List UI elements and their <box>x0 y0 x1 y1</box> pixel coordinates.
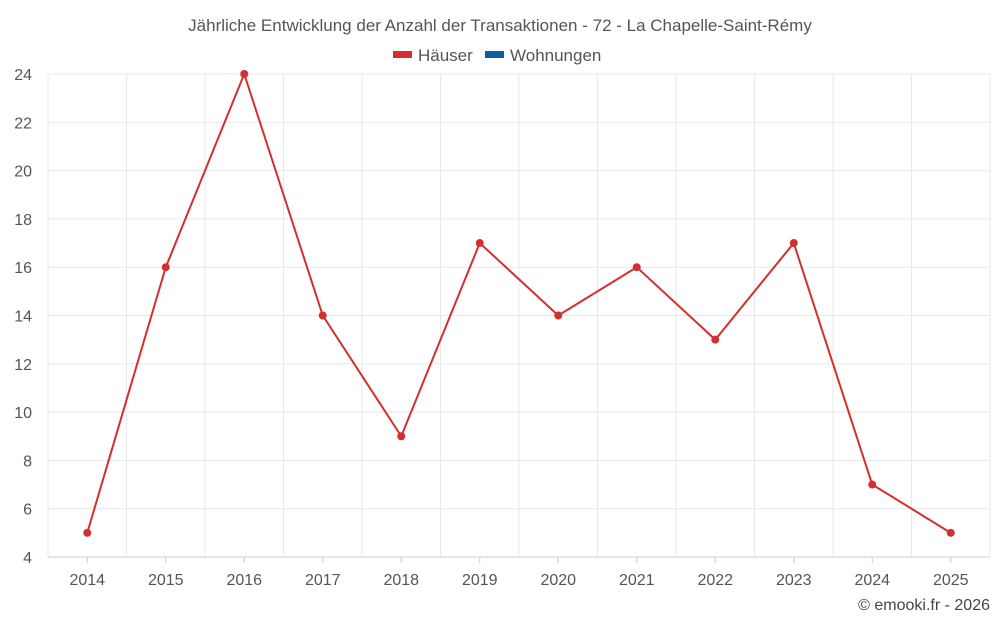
x-tick-label: 2021 <box>619 572 655 589</box>
series-line-Häuser <box>86 71 952 534</box>
x-tick-label: 2015 <box>148 572 184 589</box>
credit-text: © emooki.fr - 2026 <box>858 597 990 614</box>
data-point[interactable] <box>240 70 249 78</box>
data-point[interactable] <box>475 239 484 248</box>
data-point[interactable] <box>161 263 170 272</box>
legend-label[interactable]: Wohnungen <box>510 46 601 65</box>
y-tick-label: 4 <box>23 550 32 567</box>
x-tick-label: 2018 <box>383 572 419 589</box>
legend-label[interactable]: Häuser <box>418 46 473 65</box>
legend: Häuser Wohnungen <box>393 46 601 65</box>
data-point[interactable] <box>711 335 720 344</box>
data-point[interactable] <box>83 528 92 537</box>
y-tick-label: 16 <box>14 260 32 277</box>
chart-title: Jährliche Entwicklung der Anzahl der Tra… <box>188 16 812 35</box>
y-tick-label: 20 <box>14 164 32 181</box>
x-tick-label: 2025 <box>933 572 969 589</box>
y-tick-label: 14 <box>14 309 32 326</box>
x-tick-label: 2023 <box>776 572 812 589</box>
data-point[interactable] <box>397 432 406 441</box>
y-tick-label: 10 <box>14 405 32 422</box>
legend-swatch[interactable] <box>485 51 504 58</box>
y-tick-label: 8 <box>23 453 32 470</box>
y-tick-label: 24 <box>14 67 32 84</box>
data-point[interactable] <box>632 263 641 272</box>
x-tick-label: 2020 <box>540 572 576 589</box>
series-layer <box>83 70 955 537</box>
x-tick-label: 2024 <box>854 572 890 589</box>
x-tick-label: 2017 <box>305 572 341 589</box>
data-point[interactable] <box>318 311 327 320</box>
data-point[interactable] <box>868 480 877 489</box>
y-tick-label: 12 <box>14 357 32 374</box>
x-tick-label: 2019 <box>462 572 498 589</box>
grid-lines <box>47 73 991 558</box>
data-point[interactable] <box>789 239 798 248</box>
x-tick-label: 2014 <box>69 572 105 589</box>
y-tick-label: 18 <box>14 212 32 229</box>
y-tick-label: 22 <box>14 115 32 132</box>
data-point[interactable] <box>554 311 563 320</box>
legend-swatch[interactable] <box>393 51 412 58</box>
x-tick-label: 2022 <box>697 572 733 589</box>
data-point[interactable] <box>946 528 955 537</box>
x-tick-label: 2016 <box>226 572 262 589</box>
y-tick-label: 6 <box>23 502 32 519</box>
